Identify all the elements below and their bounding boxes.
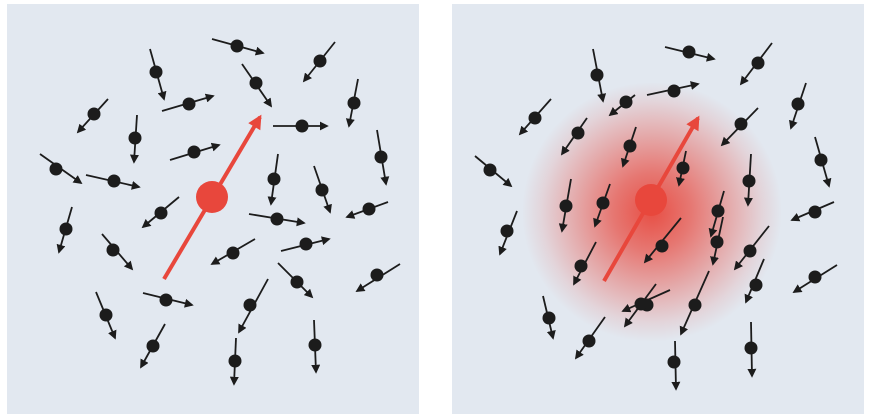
spin-arrow-icon bbox=[345, 78, 361, 128]
central-magnetic-moment-arrow-icon bbox=[602, 115, 700, 282]
spin-arrow-icon bbox=[590, 48, 607, 103]
spin-arrow-icon bbox=[790, 201, 835, 222]
spin-arrow-icon bbox=[643, 217, 682, 264]
spin-arrow-icon bbox=[646, 81, 700, 98]
spin-arrow-icon bbox=[345, 201, 389, 219]
spin-arrow-icon bbox=[76, 98, 109, 134]
panel-left-diagram bbox=[39, 38, 401, 386]
spin-arrow-icon bbox=[248, 212, 306, 227]
spin-arrow-icon bbox=[95, 291, 117, 340]
spin-arrow-icon bbox=[792, 264, 838, 293]
spin-arrow-icon bbox=[623, 283, 657, 328]
spin-arrow-icon bbox=[280, 236, 331, 252]
spin-arrow-icon bbox=[814, 136, 832, 188]
spin-arrow-icon bbox=[273, 119, 329, 133]
spin-arrow-icon bbox=[149, 48, 167, 101]
spin-arrow-icon bbox=[733, 225, 770, 271]
central-magnetic-moment-arrow-icon bbox=[162, 114, 262, 281]
spin-arrow-icon bbox=[744, 258, 765, 304]
spin-arrow-icon bbox=[308, 319, 322, 374]
spin-arrow-icon bbox=[85, 174, 141, 190]
spin-arrow-icon bbox=[720, 107, 759, 147]
spin-arrow-icon bbox=[374, 129, 390, 186]
spin-arrow-icon bbox=[169, 142, 221, 161]
spin-arrow-icon bbox=[498, 210, 518, 256]
panel-right-diagram bbox=[474, 42, 838, 391]
spin-arrow-icon bbox=[560, 117, 588, 156]
spin-arrow-icon bbox=[39, 153, 83, 185]
spin-arrow-icon bbox=[161, 93, 215, 112]
spin-arrow-icon bbox=[710, 216, 724, 266]
spin-arrow-icon bbox=[241, 63, 273, 108]
spin-arrow-icon bbox=[608, 94, 636, 117]
spin-arrow-icon bbox=[211, 38, 265, 56]
panel-left-random-spins bbox=[7, 4, 419, 414]
spin-arrow-icon bbox=[667, 340, 681, 391]
spin-arrow-icon bbox=[542, 295, 556, 340]
spin-arrow-icon bbox=[742, 153, 756, 207]
spin-arrow-icon bbox=[676, 150, 690, 187]
spin-arrow-icon bbox=[355, 263, 401, 292]
spin-arrow-icon bbox=[474, 155, 513, 188]
spin-arrow-icon bbox=[744, 321, 758, 378]
spin-arrow-icon bbox=[679, 270, 710, 336]
panel-right-polarized-spins bbox=[452, 4, 864, 414]
spin-arrow-icon bbox=[302, 41, 336, 83]
spin-arrow-icon bbox=[518, 98, 552, 136]
spin-arrow-icon bbox=[277, 262, 314, 299]
spin-arrow-icon bbox=[573, 241, 597, 286]
spin-arrow-icon bbox=[141, 196, 180, 229]
spin-arrow-icon bbox=[56, 206, 73, 254]
spin-arrow-icon bbox=[789, 82, 807, 130]
spin-arrow-icon bbox=[621, 126, 637, 168]
spin-arrow-icon bbox=[593, 183, 611, 228]
spin-arrow-icon bbox=[267, 153, 281, 206]
spin-arrow-icon bbox=[210, 238, 256, 265]
spin-arrow-icon bbox=[140, 323, 166, 369]
spin-arrow-icon bbox=[574, 316, 606, 360]
spin-arrow-icon bbox=[739, 42, 773, 86]
spin-arrow-icon bbox=[708, 190, 725, 238]
spin-arrow-icon bbox=[313, 165, 332, 214]
spin-arrow-icon bbox=[664, 45, 716, 62]
spin-arrow-icon bbox=[228, 337, 242, 386]
spin-arrow-icon bbox=[128, 114, 142, 164]
spin-arrow-icon bbox=[558, 178, 573, 233]
spin-arrow-icon bbox=[238, 278, 269, 334]
spin-arrow-icon bbox=[101, 233, 134, 271]
spin-arrow-icon bbox=[142, 292, 194, 308]
